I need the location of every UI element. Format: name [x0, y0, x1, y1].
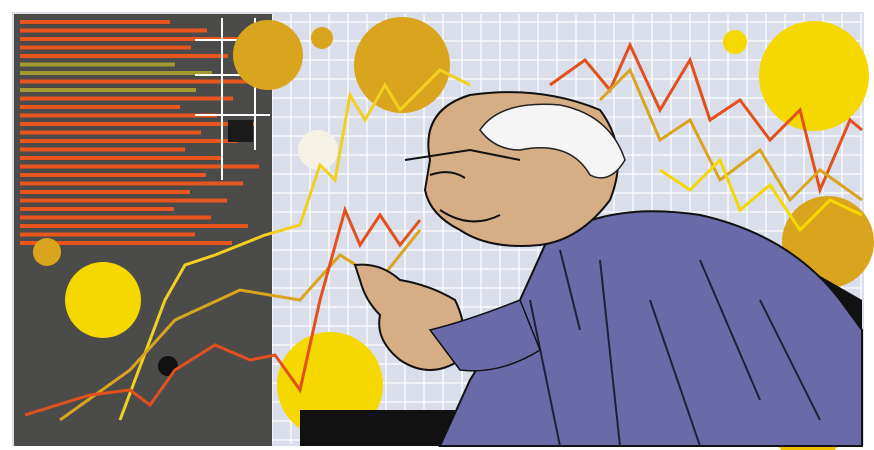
circles-part — [65, 262, 141, 338]
dark-panel — [14, 14, 272, 446]
circles-part — [233, 20, 303, 90]
page: {} — [0, 0, 874, 450]
circles-part — [723, 30, 747, 54]
dark-panel-part — [14, 14, 272, 446]
white-ticks-part — [228, 120, 253, 142]
circles-part — [759, 21, 869, 131]
circles-part — [298, 130, 338, 170]
circles-part — [158, 356, 178, 376]
circles-part — [354, 17, 450, 113]
illustration — [0, 0, 874, 450]
circles-part — [33, 238, 61, 266]
circles-part — [311, 27, 333, 49]
